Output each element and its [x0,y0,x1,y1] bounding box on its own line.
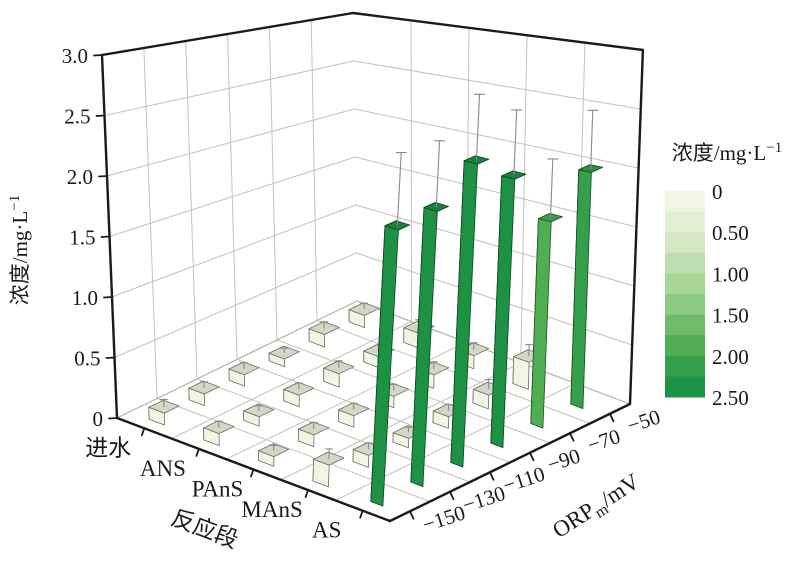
legend-colorbar-step [665,212,705,233]
legend-tick-label: 2.00 [712,345,749,369]
x-tick-label-AS: AS [312,518,341,543]
legend-colorbar-step [665,273,705,294]
legend-colorbar-step [665,232,705,253]
legend-colorbar-step [665,356,705,377]
z-tick-label: 0 [93,407,104,431]
z-tick-label: 3.0 [62,44,88,68]
legend-tick-label: 1.00 [712,262,749,286]
legend-tick-label: 1.50 [712,304,749,328]
legend-colorbar-step [665,191,705,212]
x-tick-label-MAnS: MAnS [241,497,302,522]
z-tick-label: 2.5 [64,105,90,129]
legend-colorbar-step [665,315,705,336]
x-tick-label-进水: 进水 [85,435,131,460]
legend-colorbar-step [665,253,705,274]
legend-tick-label: 2.50 [712,386,749,410]
legend-colorbar-step [665,335,705,356]
z-axis-title: 浓度/mg·L−1 [7,195,32,305]
legend-colorbar-step [665,294,705,315]
x-tick-label-PAnS: PAnS [192,477,244,502]
legend-tick-label: 0.50 [712,221,749,245]
x-tick-label-ANS: ANS [140,456,186,481]
z-tick-label: 1.0 [72,286,98,310]
z-tick-label: 1.5 [69,226,95,250]
legend-colorbar-step [665,376,705,397]
z-tick-label: 0.5 [74,347,100,371]
z-tick-label: 2.0 [67,165,93,189]
legend-title: 浓度/mg·L−1 [672,140,782,165]
legend-tick-label: 0 [712,180,723,204]
